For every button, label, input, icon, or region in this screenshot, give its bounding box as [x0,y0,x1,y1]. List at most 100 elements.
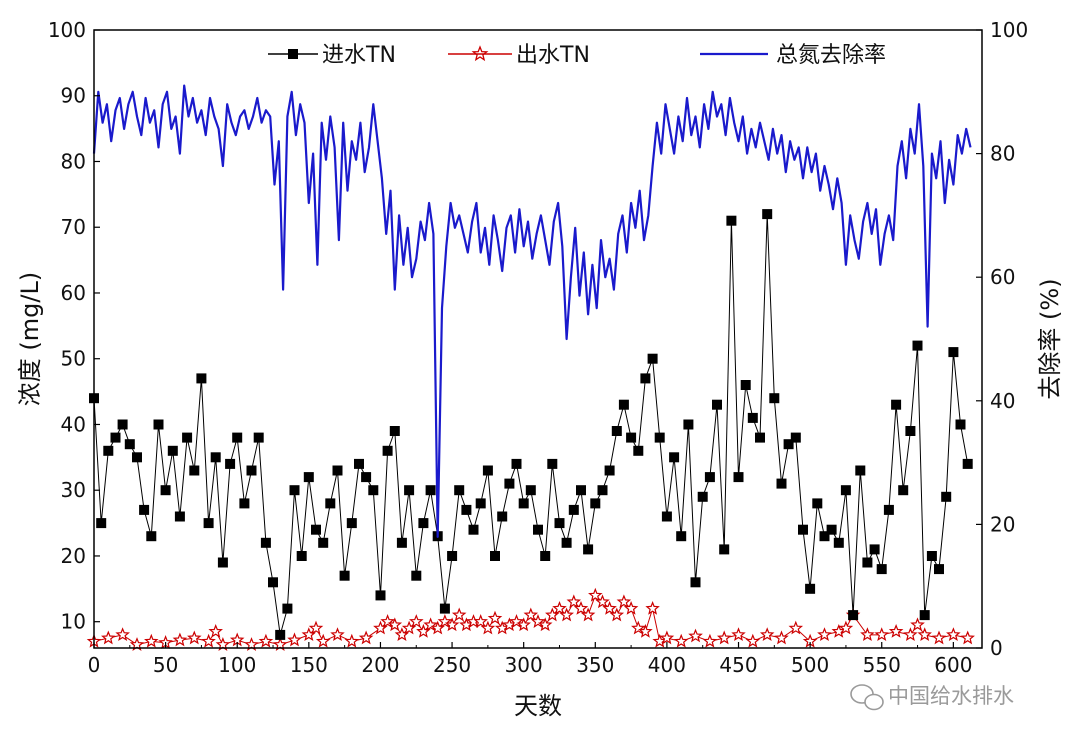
y-right-tick-label: 20 [990,512,1015,536]
influent-tn-point [769,393,780,404]
y-left-tick-label: 40 [61,412,86,436]
influent-tn-point [719,544,730,555]
influent-tn-point [253,432,264,443]
effluent-tn-point [258,633,274,648]
influent-tn-point [268,577,278,588]
y-axis-right-title: 去除率 (%) [1036,278,1064,399]
x-tick-label: 600 [934,653,972,677]
influent-tn-point [239,498,250,509]
influent-tn-point [783,439,794,450]
influent-tn-point [869,544,880,555]
influent-tn-point [833,537,844,548]
influent-tn-point [217,557,228,568]
influent-tn-point [905,426,916,436]
influent-tn-point [883,504,894,515]
influent-tn-point [690,577,701,588]
legend-label-effluent: 出水TN [516,43,590,68]
effluent-tn-point [344,633,360,648]
effluent-tn-point [745,633,761,648]
influent-tn-point [361,472,372,483]
influent-tn-point [389,426,400,436]
influent-tn-point [311,524,321,535]
y-left-tick-label: 90 [61,84,86,108]
effluent-tn-point [888,623,904,638]
effluent-tn-point [487,610,503,625]
influent-tn-point [325,498,336,509]
influent-tn-point [955,419,966,430]
influent-tn-point [712,399,722,410]
influent-tn-point [640,373,651,384]
influent-tn-point [812,498,823,509]
influent-tn-point [697,491,708,502]
effluent-tn-point [387,617,403,632]
influent-tn-point [661,511,672,522]
influent-tn-point [611,426,622,436]
influent-tn-point [260,537,271,548]
influent-tn-point [525,485,536,496]
effluent-tn-point [860,627,875,642]
influent-tn-point [160,485,171,496]
effluent-tn-point [409,614,424,628]
effluent-tn-point [437,614,453,628]
influent-tn-point [633,445,644,456]
effluent-tn-point [788,620,804,635]
effluent-tn-point [537,617,553,632]
y-right-tick-label: 60 [990,265,1015,289]
effluent-tn-point [702,633,718,648]
influent-tn-point [626,432,637,443]
effluent-tn-point [903,627,918,642]
influent-tn-point [454,485,465,496]
effluent-tn-point [201,633,216,648]
influent-tn-point [425,485,436,496]
effluent-tn-point [716,630,732,645]
x-tick-label: 150 [290,653,328,677]
influent-tn-point [926,551,937,561]
influent-tn-point [762,209,773,220]
influent-tn-point [447,551,458,561]
influent-tn-point [382,445,393,456]
influent-tn-point [948,347,959,358]
influent-tn-point [246,465,257,476]
axes-layer: 0 50 100 150 200 250 300 350 400 450 500 550 6001020… [48,18,1028,677]
influent-tn-point [418,518,429,529]
y-left-tick-label: 60 [61,281,86,305]
x-tick-label: 550 [863,653,901,677]
x-tick-label: 400 [648,653,686,677]
x-axis-title: 天数 [514,692,562,720]
influent-tn-point [618,399,629,410]
effluent-tn-point [588,587,603,602]
legend-square-marker [288,49,298,59]
influent-tn-point [755,432,765,443]
influent-tn-point [590,498,601,509]
effluent-tn-point [523,607,539,622]
influent-tn-point [339,570,350,581]
influent-tn-point [332,465,343,476]
effluent-tn-point [444,617,460,632]
influent-tn-point [568,504,579,515]
y-left-tick-label: 50 [61,347,86,371]
x-tick-label: 200 [361,653,399,677]
effluent-tn-point [838,620,854,635]
influent-tn-point [540,551,551,561]
y-left-tick-label: 20 [61,544,86,568]
x-tick-label: 250 [433,653,471,677]
legend: 进水TN 出水TN 总氮去除率 [268,43,886,68]
influent-tn-point [962,458,973,469]
influent-tn-point [533,524,543,535]
influent-tn-point [790,432,801,443]
effluent-tn-point [910,617,925,632]
influent-tn-point [547,458,558,469]
y-left-tick-label: 30 [61,478,86,502]
influent-tn-point [210,452,221,463]
y-left-tick-label: 10 [61,610,86,634]
effluent-tn-point [480,620,496,635]
effluent-tn-point [602,600,617,615]
effluent-tn-point [208,623,223,638]
influent-tn-point [289,485,300,496]
effluent-tn-point [595,594,610,609]
influent-tn-point [891,399,902,410]
effluent-tn-point [946,627,961,642]
y-right-tick-label: 80 [990,142,1015,166]
legend-item-effluent: 出水TN [448,43,590,68]
